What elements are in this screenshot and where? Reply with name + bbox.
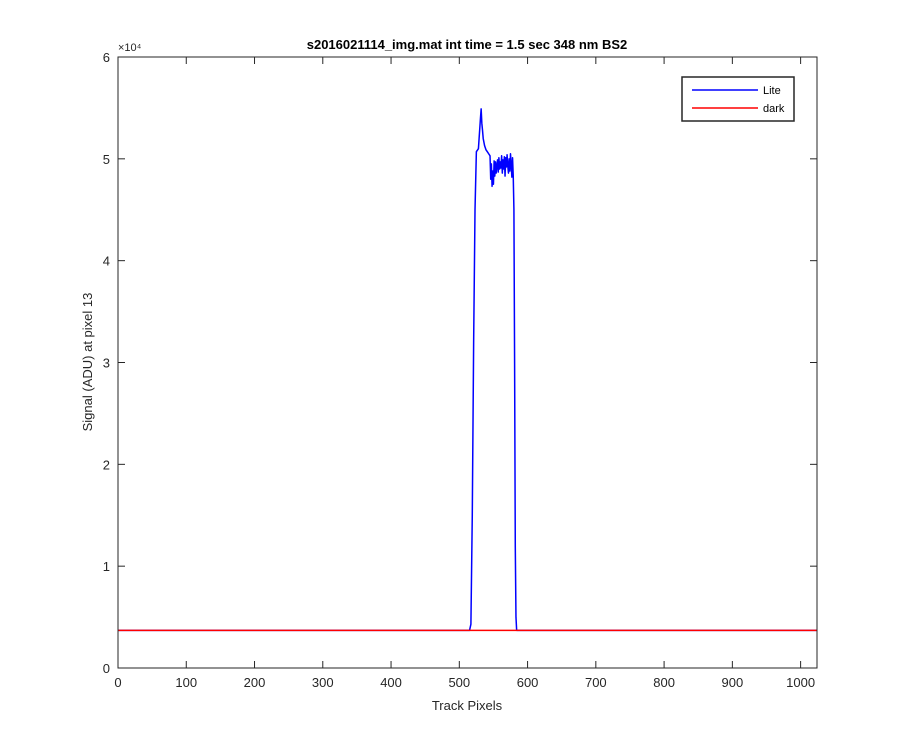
x-tick-label: 1000 — [786, 675, 815, 690]
x-axis-ticks: 0 100 200 300 400 500 600 700 800 900 1000 — [114, 57, 815, 690]
legend-label-lite: Lite — [763, 85, 781, 97]
y-tick-label: 2 — [103, 457, 110, 472]
y-exponent-label: ×10⁴ — [118, 42, 142, 54]
chart-title: s2016021114_img.mat int time = 1.5 sec 3… — [307, 37, 628, 52]
series-line-lite — [118, 108, 817, 632]
plot-area — [118, 57, 817, 668]
x-tick-label: 700 — [585, 675, 607, 690]
y-tick-label: 6 — [103, 50, 110, 65]
x-tick-label: 400 — [380, 675, 402, 690]
x-tick-label: 600 — [517, 675, 539, 690]
x-axis-title: Track Pixels — [432, 698, 503, 713]
y-tick-label: 0 — [103, 661, 110, 676]
legend: Lite dark — [681, 76, 795, 122]
y-tick-label: 3 — [103, 356, 110, 371]
x-tick-label: 800 — [653, 675, 675, 690]
y-axis-title: Signal (ADU) at pixel 13 — [80, 293, 95, 432]
legend-box — [681, 76, 795, 122]
x-tick-label: 900 — [722, 675, 744, 690]
y-axis-ticks: 0 1 2 3 4 5 6 — [103, 50, 817, 676]
x-tick-label: 100 — [175, 675, 197, 690]
x-tick-label: 500 — [448, 675, 470, 690]
x-tick-label: 300 — [312, 675, 334, 690]
x-tick-label: 200 — [244, 675, 266, 690]
series-layer — [118, 108, 817, 632]
y-tick-label: 4 — [103, 254, 110, 269]
y-tick-label: 1 — [103, 559, 110, 574]
y-tick-label: 5 — [103, 152, 110, 167]
x-tick-label: 0 — [114, 675, 121, 690]
legend-label-dark: dark — [763, 103, 785, 115]
